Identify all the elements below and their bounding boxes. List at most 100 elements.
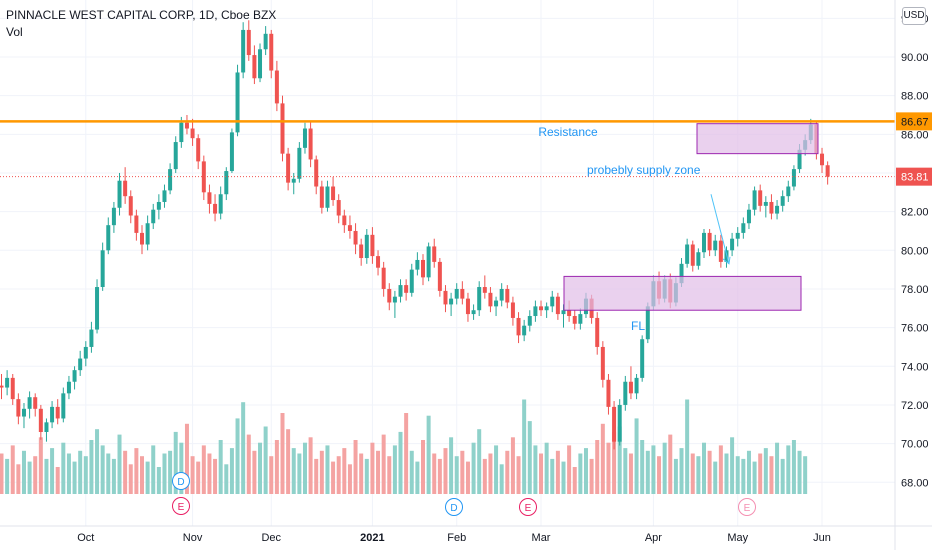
x-tick-label: Nov — [183, 532, 203, 544]
volume-bar — [258, 442, 263, 494]
volume-bar — [134, 448, 139, 494]
candle-body — [533, 306, 538, 317]
volume-bar — [235, 418, 240, 494]
candle-body — [66, 381, 71, 394]
y-tick-label: 70.00 — [901, 439, 929, 451]
candle-body — [342, 215, 347, 226]
candle-body — [201, 161, 206, 193]
symbol-title: PINNACLE WEST CAPITAL CORP, 1D, Cboe BZX — [6, 8, 277, 22]
candle-body — [387, 288, 392, 303]
volume-bar — [628, 453, 633, 494]
volume-bar — [780, 458, 785, 494]
volume-bar — [415, 461, 420, 494]
volume-bar — [190, 456, 195, 494]
candle-body — [381, 267, 386, 289]
candle-body — [758, 190, 763, 206]
y-tick-label: 86.00 — [901, 129, 929, 141]
candle-body — [522, 325, 527, 336]
volume-bar — [106, 453, 111, 494]
candle-body — [5, 377, 10, 388]
volume-bar — [66, 453, 71, 494]
candle-body — [392, 296, 397, 303]
volume-bar — [471, 442, 476, 494]
volume-bar — [443, 448, 448, 494]
candle-body — [561, 310, 566, 315]
candle-body — [746, 209, 751, 224]
volume-bar — [651, 445, 656, 494]
resistance-price-label: 86.67 — [901, 116, 929, 128]
volume-bar — [690, 453, 695, 494]
candle-body — [308, 128, 313, 160]
volume-bar — [16, 464, 21, 494]
candle-body — [775, 205, 780, 214]
candle-body — [263, 33, 268, 50]
candle-body — [89, 329, 94, 347]
candle-body — [347, 225, 352, 231]
candle-body — [50, 406, 55, 423]
candle-body — [741, 223, 746, 233]
candle-body — [370, 234, 375, 257]
candle-body — [510, 302, 515, 318]
volume-bar — [196, 461, 201, 494]
last-price-label: 83.81 — [901, 172, 929, 184]
volume-bar — [364, 458, 369, 494]
candle-body — [494, 300, 499, 307]
volume-bar — [499, 464, 504, 494]
volume-bar — [679, 448, 684, 494]
volume-bar — [241, 402, 246, 494]
supply-zone-box — [696, 123, 819, 155]
x-tick-label: Oct — [77, 532, 94, 544]
candle-body — [111, 207, 116, 226]
volume-bars — [0, 399, 808, 494]
candle-body — [685, 244, 690, 264]
volume-bar — [746, 450, 751, 494]
volume-bar — [578, 453, 583, 494]
volume-bar — [263, 426, 268, 494]
candle-body — [173, 142, 178, 170]
volume-bar — [741, 458, 746, 494]
candle-body — [516, 317, 521, 336]
candle-body — [432, 246, 437, 262]
candle-body — [437, 261, 442, 291]
candle-body — [465, 298, 470, 315]
volume-bar — [645, 450, 650, 494]
volume-bar — [606, 442, 611, 494]
volume-bar — [308, 437, 313, 494]
volume-bar — [10, 445, 15, 494]
candle-body — [353, 230, 358, 245]
volume-bar — [421, 440, 425, 494]
candle-body — [690, 244, 695, 266]
candle-body — [376, 256, 381, 268]
volume-bar — [38, 437, 43, 494]
candle-body — [134, 215, 139, 233]
volume-bar — [404, 413, 409, 494]
currency-button[interactable]: USD — [902, 7, 926, 25]
volume-bar — [567, 445, 572, 494]
earnings-marker-label: E — [178, 502, 185, 513]
candle-body — [780, 196, 785, 206]
candle-body — [0, 385, 4, 388]
candle-body — [224, 171, 229, 195]
volume-bar — [78, 450, 83, 494]
candle-body — [527, 316, 532, 326]
y-tick-label: 68.00 — [901, 477, 929, 489]
candle-body — [156, 201, 161, 210]
volume-bar — [173, 431, 178, 494]
candle-body — [196, 138, 201, 162]
candle-body — [229, 132, 234, 172]
volume-bar — [0, 453, 4, 494]
candle-body — [55, 406, 60, 419]
candle-body — [612, 406, 617, 442]
volume-bar — [516, 456, 521, 494]
volume-bar — [803, 456, 808, 494]
dividend-marker-label: D — [450, 503, 457, 514]
volume-bar — [387, 456, 392, 494]
candle-body — [488, 292, 493, 307]
volume-bar — [763, 448, 768, 494]
candle-body — [218, 194, 223, 214]
candle-body — [724, 250, 729, 262]
candle-body — [179, 122, 184, 143]
candle-body — [190, 128, 195, 139]
volume-bar — [370, 442, 375, 494]
